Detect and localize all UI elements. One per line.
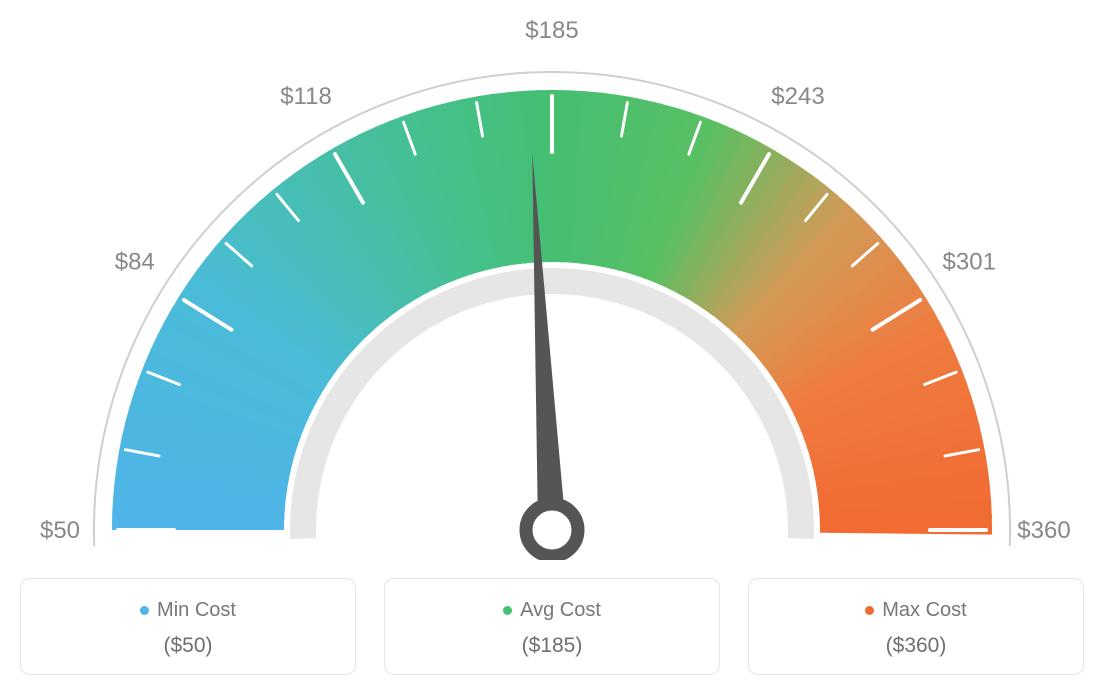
legend-row: Min Cost ($50) Avg Cost ($185) Max Cost … (20, 578, 1084, 675)
gauge-svg: $50 $84 $118 $185 $243 $301 $360 (20, 20, 1084, 560)
gauge-tick-label: $185 (525, 20, 578, 44)
legend-card-avg: Avg Cost ($185) (384, 578, 720, 675)
gauge-tick-label: $243 (771, 83, 824, 110)
legend-title-max: Max Cost (865, 599, 966, 622)
legend-dot-max (865, 606, 874, 615)
legend-label-min: Min Cost (157, 599, 236, 622)
legend-title-min: Min Cost (140, 599, 236, 622)
gauge-tick-label: $50 (40, 517, 80, 544)
legend-dot-avg (503, 606, 512, 615)
gauge-tick-label: $84 (115, 248, 155, 275)
gauge-tick-label: $118 (280, 83, 332, 110)
legend-label-max: Max Cost (882, 599, 966, 622)
legend-value-min: ($50) (31, 634, 345, 658)
legend-card-max: Max Cost ($360) (748, 578, 1084, 675)
legend-dot-min (140, 606, 149, 615)
legend-value-max: ($360) (759, 634, 1073, 658)
cost-gauge: $50 $84 $118 $185 $243 $301 $360 (20, 20, 1084, 560)
legend-title-avg: Avg Cost (503, 599, 601, 622)
gauge-hub (526, 504, 578, 556)
gauge-tick-label: $360 (1017, 517, 1070, 544)
legend-label-avg: Avg Cost (520, 599, 601, 622)
legend-value-avg: ($185) (395, 634, 709, 658)
gauge-tick-label: $301 (943, 248, 996, 275)
legend-card-min: Min Cost ($50) (20, 578, 356, 675)
